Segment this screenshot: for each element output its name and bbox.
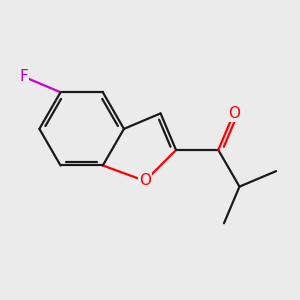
Text: O: O <box>228 106 240 121</box>
Text: F: F <box>20 69 28 84</box>
Text: O: O <box>139 173 151 188</box>
